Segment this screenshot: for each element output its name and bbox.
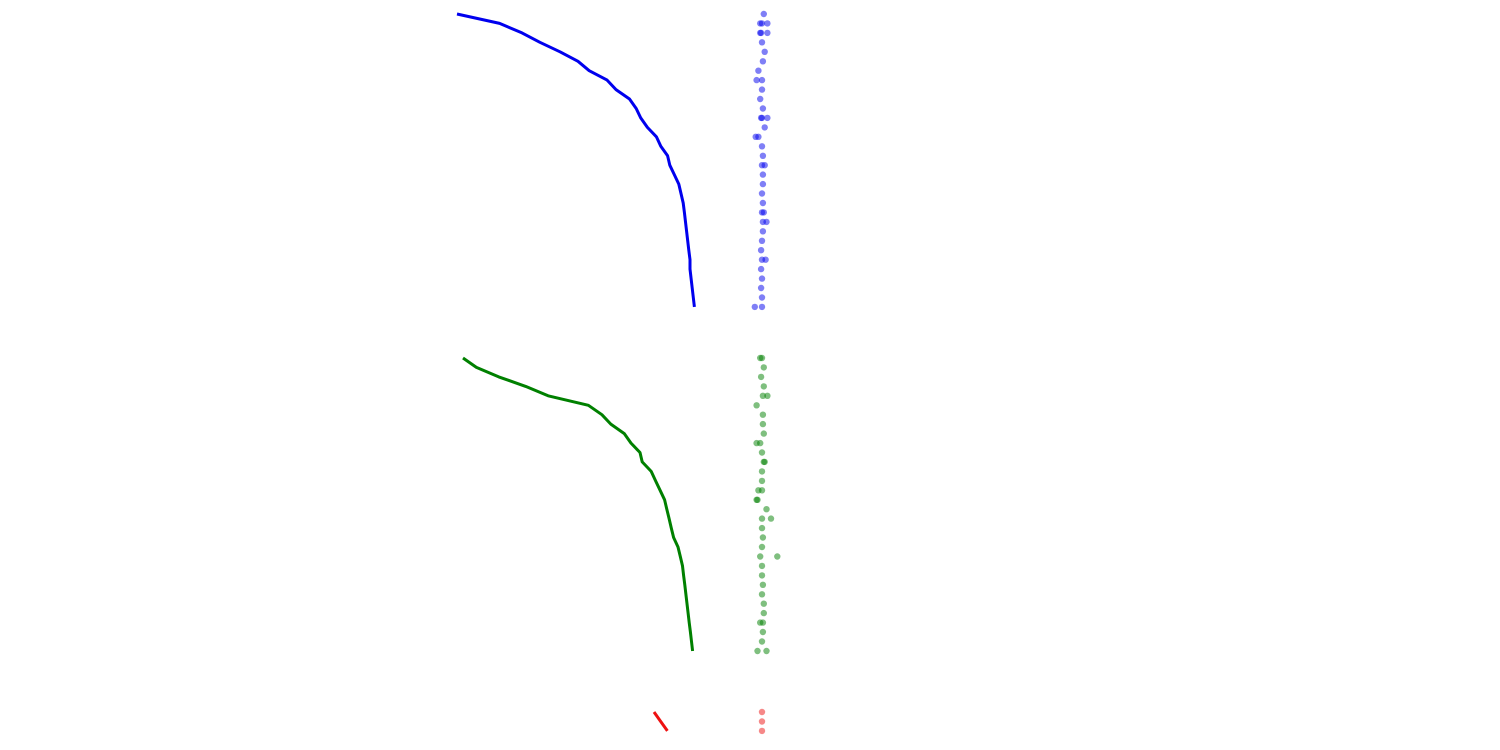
green-scatter-point [758,515,766,522]
blue-scatter-point [761,162,768,169]
green-scatter-point [760,609,767,617]
blue-scatter-point [758,39,766,46]
blue-scatter-point [757,284,765,292]
green-scatter-point [759,392,767,399]
green-scatter-point [767,515,775,522]
green-scatter-point [774,553,781,560]
green-scatter-point [754,496,761,503]
green-scatter-point [758,543,766,551]
blue-scatter-point [761,124,768,131]
blue-scatter-point [760,10,767,18]
blue-scatter-point [759,228,767,235]
blue-scatter-point [764,114,771,122]
blue-scatter-point [761,48,768,55]
green-scatter-point [758,638,766,645]
green-scatter-point [758,468,766,475]
blue-scatter-point [757,20,764,27]
green-scatter-point [758,477,766,485]
green-scatter-point [757,553,764,560]
blue-scatter-point [764,20,771,27]
blue-scatter-point [757,265,765,273]
blue-scatter-point [759,171,767,178]
blue-scatter-point [758,86,766,93]
blue-scatter-point [759,152,767,159]
green-scatter-point [760,600,767,607]
green-scatter-point [764,392,771,399]
green-scatter-point [758,562,766,570]
blue-scatter-point [764,29,771,37]
blue-scatter-point [758,76,766,84]
green-scatter-point [758,524,766,532]
green-scatter-point [759,411,767,418]
blue-scatter-point [758,294,766,301]
green-scatter-point [758,487,766,494]
green-scatter-point [758,449,766,456]
green-scatter-point [759,628,767,636]
green-scatter-point [760,430,767,437]
blue-scatter-point [757,95,764,103]
blue-scatter-point [753,76,760,84]
blue-scatter-point [757,29,764,37]
blue-scatter-point [757,114,765,122]
green-scatter-point [754,647,761,655]
red-scatter-point [758,727,766,735]
green-scatter-point [757,619,764,626]
blue-scatter-point [759,180,767,188]
blue-scatter-point [758,275,766,282]
blue-scatter-point [760,209,767,216]
red-scatter-point [758,718,766,725]
green-scatter-point [758,354,766,362]
blue-scatter-point [755,133,762,140]
green-scatter-point [753,402,760,409]
green-scatter-point [763,506,770,513]
green-scatter-point [760,364,767,371]
green-series-line [462,356,695,652]
blue-scatter-point [755,67,762,74]
blue-scatter-point [759,58,767,65]
green-scatter-point [761,458,768,466]
blue-scatter-point [758,143,766,150]
blue-scatter-point [758,303,766,311]
green-scatter-point [763,647,770,655]
blue-scatter-point [751,303,758,311]
green-scatter-point [760,383,767,390]
green-scatter-point [758,572,766,579]
blue-scatter-point [762,256,769,263]
blue-scatter-point [758,237,766,244]
blue-scatter-point [763,218,770,226]
green-scatter-point [758,591,766,598]
green-scatter-point [757,439,764,447]
green-scatter-point [757,373,765,381]
green-scatter-point [759,420,767,428]
blue-scatter-point [759,105,767,112]
blue-scatter-point [757,247,765,254]
blue-scatter-point [758,190,766,197]
green-scatter-point [759,534,767,541]
red-series-line [652,711,669,732]
blue-series-line [456,12,696,308]
red-scatter-point [758,708,766,716]
blue-scatter-point [759,199,767,207]
green-scatter-point [759,581,767,588]
